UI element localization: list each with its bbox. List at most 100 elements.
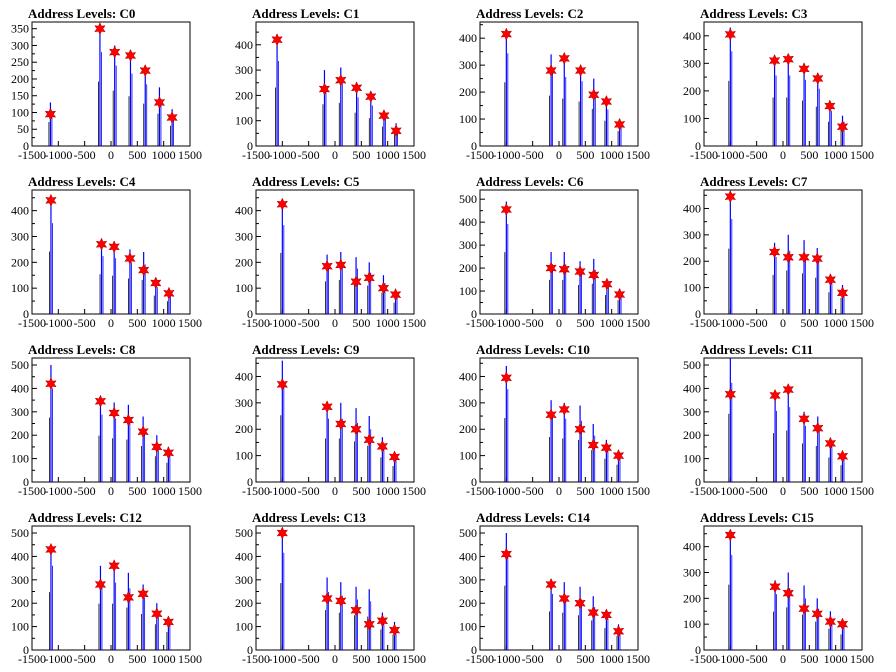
y-tick-label: 400 (459, 549, 477, 563)
peak-marker (600, 441, 613, 455)
peak-marker (613, 287, 626, 302)
chart-svg: Address Levels: C7 0 100 200 300 400 -1500-100… (683, 174, 874, 330)
x-tick-label: -500 (746, 484, 768, 498)
chart-panel: Address Levels: C8 0 100 200 300 400 500 -1500-… (0, 336, 224, 504)
chart-panel: Address Levels: C1 0 100 200 300 400 -1500 -100… (224, 0, 448, 168)
x-tick-label: -500 (74, 316, 96, 330)
x-tick-label: -500 (522, 148, 544, 162)
chart-panel: Address Levels: C13 0 100 200 300 400 500 -1500… (224, 504, 448, 672)
x-tick-label: -500 (298, 484, 320, 498)
x-tick-label: -500 (522, 316, 544, 330)
peak-marker (601, 277, 613, 291)
chart-svg: Address Levels: C11 0 100 200 300 400 500 -1500… (683, 342, 874, 498)
peak-marker (812, 421, 824, 435)
y-tick-label: 400 (459, 369, 477, 383)
x-tick-label: 0 (556, 484, 562, 498)
plot-frame (703, 525, 863, 651)
y-tick-label: 400 (235, 204, 253, 218)
y-tick-label: 0 (247, 475, 253, 489)
x-tick-label: -1500 (690, 148, 718, 162)
y-tick-label: 200 (459, 85, 477, 99)
x-tick-label: 1000 (376, 148, 400, 162)
peak-marker (600, 94, 613, 109)
peak-marker (163, 286, 175, 300)
peak-marker (363, 617, 375, 631)
peak-marker (365, 90, 377, 104)
y-tick-label: 300 (683, 56, 701, 70)
y-tick-label: 300 (235, 396, 253, 410)
peak-marker (811, 607, 823, 621)
peak-marker (276, 526, 289, 540)
y-tick-label: 0 (471, 307, 477, 321)
y-tick-label: 300 (11, 230, 29, 244)
chart-title: Address Levels: C7 (700, 174, 808, 189)
x-tick-label: -500 (74, 652, 96, 666)
peak-marker (335, 73, 347, 87)
peak-marker (545, 408, 557, 422)
peak-marker (321, 591, 333, 606)
y-tick-label: 0 (695, 139, 701, 153)
x-tick-label: 0 (332, 652, 338, 666)
y-tick-label: 0 (471, 475, 477, 489)
x-tick-label: -500 (522, 484, 544, 498)
y-tick-label: 300 (459, 573, 477, 587)
peak-marker (588, 88, 600, 102)
x-tick-label: -1500 (466, 316, 494, 330)
peak-marker (108, 406, 120, 420)
peak-marker (377, 281, 390, 295)
y-tick-label: 0 (695, 307, 701, 321)
chart-panel: Address Levels: C15 0 100 200 300 400 -1500 -10… (672, 504, 896, 672)
y-tick-label: 400 (683, 540, 701, 554)
y-tick-label: 200 (683, 254, 701, 268)
y-tick-label: 200 (11, 428, 29, 442)
x-tick-label: -1000 (492, 316, 520, 330)
chart-svg: Address Levels: C5 0 100 200 300 400 -1500-100… (235, 174, 426, 330)
y-tick-label: 200 (235, 422, 253, 436)
y-tick-label: 350 (11, 22, 29, 36)
x-tick-label: 1500 (626, 316, 650, 330)
peak-marker (782, 52, 794, 66)
peak-marker (724, 189, 737, 204)
peak-marker (363, 433, 375, 447)
chart-title: Address Levels: C2 (476, 6, 583, 21)
x-tick-label: -1500 (18, 316, 46, 330)
plot-frame (255, 357, 415, 483)
x-tick-label: 1500 (626, 484, 650, 498)
peak-marker (153, 95, 166, 110)
y-tick-label: 300 (11, 573, 29, 587)
chart-svg: Address Levels: C10 0 100 200 300 400 -1500-10… (459, 342, 650, 498)
y-tick-label: 300 (235, 63, 253, 77)
x-tick-label: 1500 (850, 652, 874, 666)
x-tick-label: -1500 (466, 484, 494, 498)
peak-marker (376, 439, 389, 453)
y-tick-label: 100 (235, 114, 253, 128)
peak-marker (782, 250, 794, 264)
x-tick-label: -1500 (690, 316, 718, 330)
x-tick-label: 1500 (402, 484, 426, 498)
peak-marker (612, 449, 625, 463)
y-tick-label: 0 (471, 139, 477, 153)
x-tick-label: 500 (800, 148, 818, 162)
x-tick-label: 0 (556, 652, 562, 666)
chart-svg: Address Levels: C0 0 50 100 150 200 250 300 350 -… (11, 6, 202, 162)
peak-marker (321, 259, 333, 273)
peak-marker (500, 202, 513, 217)
y-tick-label: 0 (247, 307, 253, 321)
peak-marker (798, 250, 810, 264)
peak-marker (798, 412, 810, 426)
chart-svg: Address Levels: C80100200300400500-1500-… (11, 342, 202, 498)
x-tick-label: -1500 (242, 484, 270, 498)
peak-marker (724, 528, 737, 542)
y-tick-label: 400 (459, 31, 477, 45)
y-tick-label: 200 (235, 255, 253, 269)
y-tick-label: 400 (683, 201, 701, 215)
plot-frame (479, 525, 639, 651)
x-tick-label: -500 (74, 484, 96, 498)
y-tick-label: 200 (11, 596, 29, 610)
y-tick-label: 300 (235, 230, 253, 244)
y-tick-label: 400 (235, 549, 253, 563)
x-tick-label: 500 (800, 484, 818, 498)
x-tick-label: -500 (746, 316, 768, 330)
peak-marker (350, 275, 362, 289)
peak-marker (836, 449, 849, 463)
